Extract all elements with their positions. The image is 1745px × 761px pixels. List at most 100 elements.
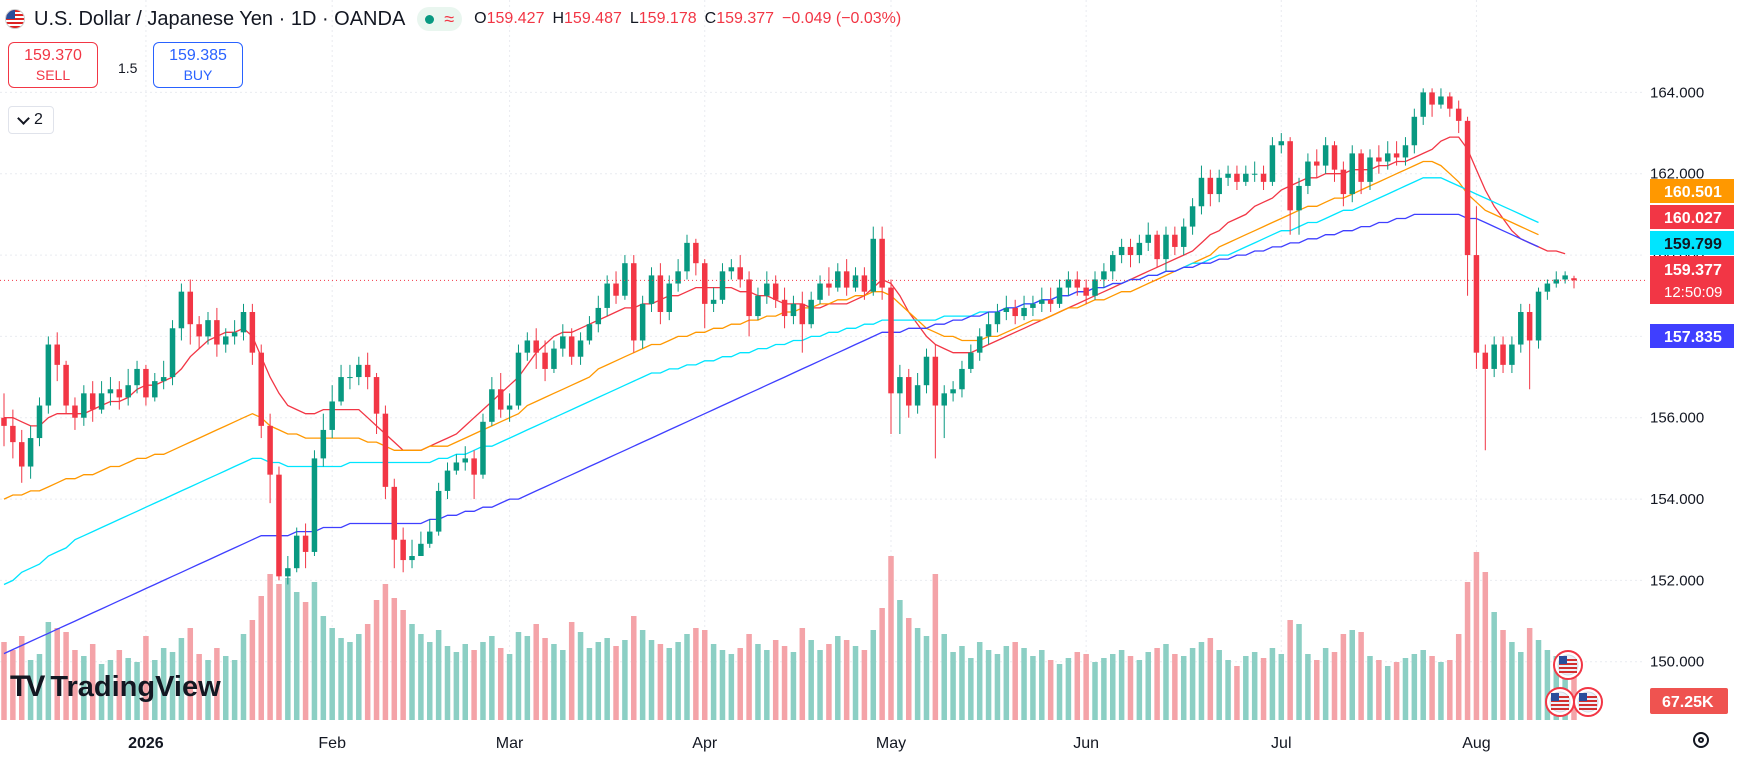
candle-body bbox=[950, 389, 956, 394]
candle bbox=[1349, 145, 1355, 203]
candle bbox=[1136, 234, 1143, 264]
volume-bar bbox=[799, 628, 806, 720]
volume-bar bbox=[329, 628, 335, 720]
ma-axis-label-text: 160.027 bbox=[1664, 210, 1722, 227]
candle-body bbox=[551, 348, 557, 369]
sell-price: 159.370 bbox=[24, 47, 82, 64]
volume-bar bbox=[905, 618, 912, 720]
candle bbox=[293, 527, 300, 573]
candle bbox=[1083, 279, 1089, 304]
volume-label-bg bbox=[1650, 688, 1728, 714]
open-value: 159.427 bbox=[486, 10, 545, 27]
candle-body bbox=[1411, 116, 1418, 146]
volume-bar bbox=[577, 632, 584, 720]
candle bbox=[311, 450, 318, 556]
volume-bar bbox=[143, 636, 149, 720]
candle-body bbox=[577, 340, 584, 357]
moving-averages bbox=[3, 136, 1566, 655]
candle-body bbox=[1065, 279, 1072, 288]
volume-bar bbox=[1163, 644, 1169, 720]
candle-body bbox=[1180, 226, 1187, 247]
economic-events[interactable] bbox=[1545, 650, 1603, 717]
candle bbox=[1207, 169, 1214, 207]
candle-body bbox=[240, 312, 247, 333]
candle-body bbox=[356, 364, 362, 378]
time-axis[interactable]: 2026 Feb Mar Apr May Jun Jul Aug bbox=[128, 735, 1491, 752]
volume-bar bbox=[1429, 656, 1435, 720]
candle-body bbox=[409, 556, 415, 561]
volume-bar bbox=[1110, 654, 1116, 720]
tradingview-logo[interactable]: TV TradingView bbox=[10, 670, 221, 704]
volume-bar bbox=[985, 650, 992, 720]
candle-body bbox=[1234, 173, 1240, 182]
symbol-title[interactable]: U.S. Dollar / Japanese Yen · 1D · OANDA bbox=[34, 7, 406, 30]
volume-bar bbox=[1101, 658, 1107, 720]
volume-bar bbox=[1393, 662, 1400, 720]
candle bbox=[790, 295, 797, 325]
candle bbox=[870, 226, 877, 296]
candle-body bbox=[852, 275, 859, 288]
candle-body bbox=[293, 535, 300, 569]
volume-bar bbox=[1455, 634, 1462, 720]
volume-bar bbox=[755, 644, 761, 720]
economic-event-flag-icon[interactable] bbox=[1553, 650, 1583, 680]
candle-body bbox=[489, 389, 495, 422]
candle-body bbox=[196, 324, 202, 337]
settings-icon[interactable] bbox=[1693, 732, 1709, 748]
volume-bar bbox=[356, 634, 362, 720]
volume-bar bbox=[808, 640, 814, 720]
volume-bar bbox=[737, 648, 743, 720]
price-axis[interactable]: 150.000152.000154.000156.000158.000160.0… bbox=[1650, 84, 1734, 714]
volume-bar bbox=[622, 640, 628, 720]
candle-body bbox=[1154, 234, 1160, 260]
market-status[interactable]: ≈ bbox=[417, 7, 463, 31]
candle-body bbox=[1553, 279, 1560, 284]
candle-body bbox=[1322, 145, 1329, 166]
candle-body bbox=[1393, 153, 1400, 158]
candle bbox=[63, 360, 69, 414]
candle-body bbox=[462, 458, 468, 463]
candle bbox=[1473, 206, 1480, 369]
candle bbox=[72, 397, 78, 430]
candle bbox=[27, 425, 34, 479]
candle bbox=[107, 377, 114, 406]
volume-bar bbox=[27, 660, 34, 720]
countdown-text: 12:50:09 bbox=[1664, 284, 1722, 301]
candle-body bbox=[1216, 177, 1222, 195]
candle bbox=[595, 295, 602, 333]
ohlc-values: O159.427 H159.487 L159.178 C159.377 −0.0… bbox=[474, 10, 901, 28]
candle bbox=[302, 523, 309, 569]
buy-button[interactable]: 159.385 BUY bbox=[153, 42, 243, 88]
volume-bar bbox=[817, 650, 823, 720]
candle-body bbox=[152, 381, 158, 398]
volume-bar bbox=[1189, 648, 1196, 720]
volume-bar bbox=[1216, 650, 1222, 720]
volume-bar bbox=[1491, 612, 1497, 720]
sell-button[interactable]: 159.370 SELL bbox=[8, 42, 98, 88]
ma-axis-label-bg bbox=[1650, 231, 1734, 255]
candle-body bbox=[143, 368, 149, 398]
candle-body bbox=[985, 324, 992, 337]
candle bbox=[1296, 177, 1302, 235]
candle bbox=[515, 344, 522, 410]
candle bbox=[1314, 149, 1320, 178]
candle-body bbox=[1296, 185, 1302, 211]
candle bbox=[835, 263, 841, 292]
volume-bar bbox=[480, 642, 486, 720]
volume-bar bbox=[772, 640, 779, 720]
candle-body bbox=[1003, 307, 1010, 312]
volume-bar bbox=[648, 640, 655, 720]
candle bbox=[843, 259, 850, 296]
candle-body bbox=[728, 267, 735, 272]
candle-body bbox=[125, 385, 131, 398]
economic-event-flag-icon[interactable] bbox=[1545, 687, 1575, 717]
volume-bar bbox=[1198, 642, 1205, 720]
candle bbox=[152, 373, 158, 402]
indicators-toggle-button[interactable]: 2 bbox=[8, 106, 54, 134]
symbol-legend: U.S. Dollar / Japanese Yen · 1D · OANDA … bbox=[6, 6, 901, 32]
economic-event-flag-icon[interactable] bbox=[1573, 687, 1603, 717]
candle bbox=[462, 446, 468, 471]
candle bbox=[453, 454, 460, 475]
y-tick-label: 156.000 bbox=[1650, 410, 1704, 427]
